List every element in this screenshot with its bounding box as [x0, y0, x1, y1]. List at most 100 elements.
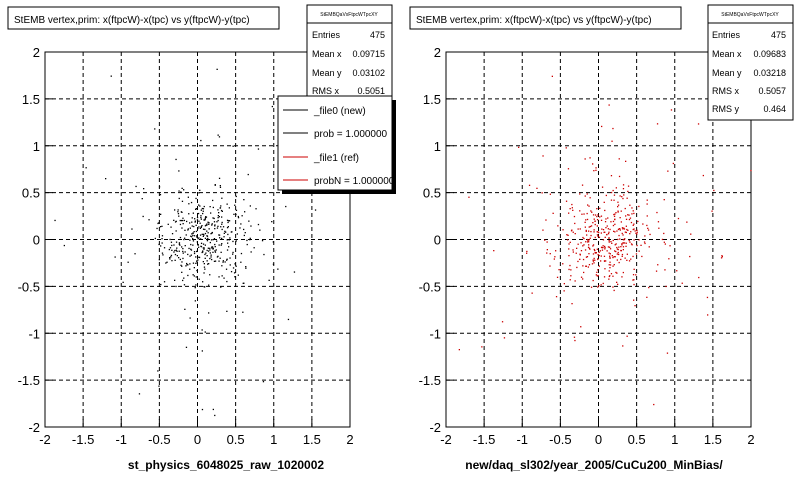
y-tick-label: 1: [434, 139, 441, 154]
scatter-point: [213, 260, 216, 262]
scatter-point: [271, 221, 273, 223]
scatter-point: [210, 256, 212, 258]
scatter-point: [198, 237, 200, 239]
scatter-point: [616, 259, 618, 261]
scatter-point: [588, 244, 590, 246]
scatter-point: [198, 278, 200, 280]
scatter-point: [193, 267, 195, 269]
scatter-point: [600, 255, 602, 257]
scatter-point: [183, 277, 185, 279]
scatter-point: [630, 258, 632, 260]
scatter-point: [230, 271, 233, 273]
scatter-point: [182, 217, 184, 219]
scatter-point: [189, 255, 191, 257]
scatter-point: [689, 255, 691, 258]
scatter-point: [600, 215, 603, 217]
scatter-point: [226, 259, 228, 261]
scatter-point: [518, 146, 520, 148]
scatter-point: [627, 229, 629, 231]
scatter-point: [186, 262, 188, 265]
scatter-point: [636, 233, 638, 235]
scatter-point: [190, 254, 192, 256]
scatter-point: [203, 234, 205, 236]
scatter-point: [212, 408, 214, 411]
scatter-point: [175, 249, 177, 251]
scatter-point: [627, 214, 629, 216]
scatter-point: [615, 187, 617, 189]
scatter-point: [214, 246, 216, 248]
scatter-point: [588, 205, 590, 207]
scatter-point: [612, 189, 614, 192]
scatter-point: [594, 214, 597, 216]
scatter-point: [190, 235, 192, 237]
scatter-point: [633, 239, 635, 241]
scatter-point: [232, 240, 234, 243]
scatter-point: [614, 213, 616, 215]
x-tick-label: 1.5: [303, 432, 321, 447]
scatter-point: [184, 237, 186, 239]
scatter-point: [608, 275, 610, 278]
scatter-point: [193, 231, 195, 233]
legend-label: prob = 1.000000: [314, 129, 388, 140]
scatter-point: [587, 241, 589, 243]
scatter-point: [563, 283, 565, 285]
scatter-point: [661, 238, 664, 241]
scatter-point: [590, 286, 593, 288]
scatter-point: [212, 248, 214, 250]
scatter-point: [212, 206, 214, 209]
scatter-point: [626, 259, 628, 261]
scatter-point: [632, 274, 635, 276]
scatter-point: [181, 187, 183, 189]
scatter-point: [177, 211, 179, 213]
scatter-point: [630, 221, 633, 224]
scatter-point: [628, 239, 630, 242]
scatter-point: [202, 208, 205, 210]
scatter-point: [622, 242, 625, 244]
scatter-point: [161, 238, 163, 240]
scatter-point: [187, 264, 189, 266]
scatter-point: [217, 209, 219, 211]
scatter-point: [163, 281, 166, 283]
scatter-point: [226, 203, 228, 205]
scatter-point: [206, 224, 208, 226]
scatter-point: [208, 312, 210, 314]
scatter-point: [636, 244, 638, 247]
x-tick-label: -0.5: [549, 432, 571, 447]
scatter-point: [597, 269, 599, 271]
scatter-point: [193, 251, 196, 253]
scatter-point: [631, 244, 633, 246]
scatter-point: [622, 246, 625, 248]
scatter-point: [633, 283, 635, 286]
scatter-point: [608, 241, 610, 243]
scatter-point: [185, 346, 188, 348]
scatter-point: [605, 194, 607, 197]
scatter-point: [171, 244, 173, 247]
scatter-point: [211, 231, 213, 234]
scatter-point: [609, 253, 611, 255]
scatter-point: [209, 206, 211, 208]
scatter-point: [584, 249, 587, 251]
x-tick-label: -2: [440, 432, 452, 447]
scatter-point: [601, 247, 603, 249]
y-tick-label: 1.5: [423, 92, 441, 107]
scatter-point: [579, 254, 581, 256]
scatter-point: [634, 305, 636, 307]
scatter-point: [174, 221, 177, 223]
scatter-point: [268, 279, 270, 281]
scatter-point: [175, 241, 178, 243]
scatter-point: [574, 280, 576, 282]
scatter-point: [611, 140, 613, 142]
scatter-point: [571, 207, 573, 209]
scatter-point: [643, 241, 646, 243]
scatter-point: [195, 197, 197, 200]
scatter-point: [588, 247, 591, 249]
scatter-point: [607, 246, 610, 248]
scatter-point: [209, 252, 211, 254]
scatter-point: [180, 211, 182, 213]
scatter-point: [198, 246, 200, 248]
scatter-point: [249, 239, 251, 241]
scatter-point: [263, 253, 265, 256]
scatter-point: [621, 255, 623, 257]
scatter-point: [570, 269, 572, 271]
scatter-point: [259, 229, 261, 231]
